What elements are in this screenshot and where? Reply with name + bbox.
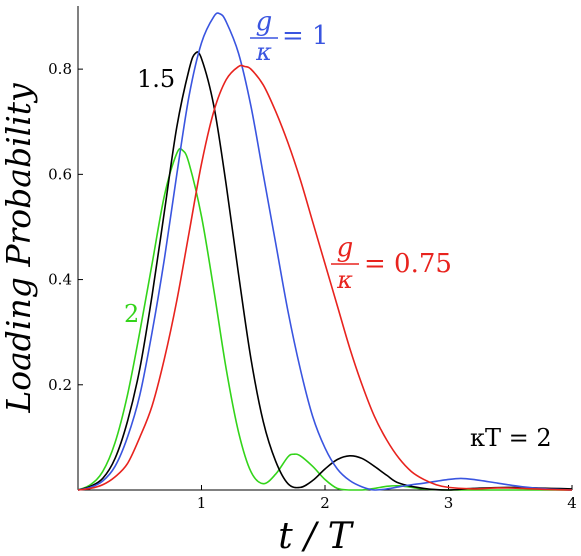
x-tick-label: 3 [444,494,454,512]
annotation-g-kappa-1-denominator: κ [255,38,272,66]
annotation-kappa-t: κT = 2 [470,424,552,452]
series-line-red [77,64,573,491]
annotation-g-kappa-075-denominator: κ [336,266,353,294]
y-tick-label: 0.8 [48,60,72,78]
y-tick-label: 0.4 [48,271,72,289]
x-tick-label: 2 [320,494,330,512]
x-tick-label: 1 [197,494,207,512]
annotation-g-kappa-075: g κ = 0.75 [331,233,452,294]
x-tick-label: 4 [567,494,577,512]
annotation-g-kappa-1: g κ = 1 [250,7,329,66]
annotation-g-kappa-1-rhs: = 1 [282,21,329,51]
y-tick-label: 0.6 [48,165,72,183]
series-line-green [77,147,572,491]
annotation-g-kappa-075-numerator: g [337,233,354,263]
annotation-label-1-5: 1.5 [137,65,175,93]
series-line-black [77,51,573,491]
series-lines [77,12,573,491]
annotation-g-kappa-1-numerator: g [256,7,273,37]
y-tick-label: 0.2 [48,376,72,394]
ticks: 1 2 3 4 0.2 0.4 0.6 0.8 [48,60,577,512]
annotation-label-2: 2 [124,300,139,328]
series-line-blue [77,12,573,491]
x-axis-title: t / T [278,516,354,556]
annotation-g-kappa-075-rhs: = 0.75 [364,249,452,279]
y-axis-title: Loading Probability [0,83,38,414]
